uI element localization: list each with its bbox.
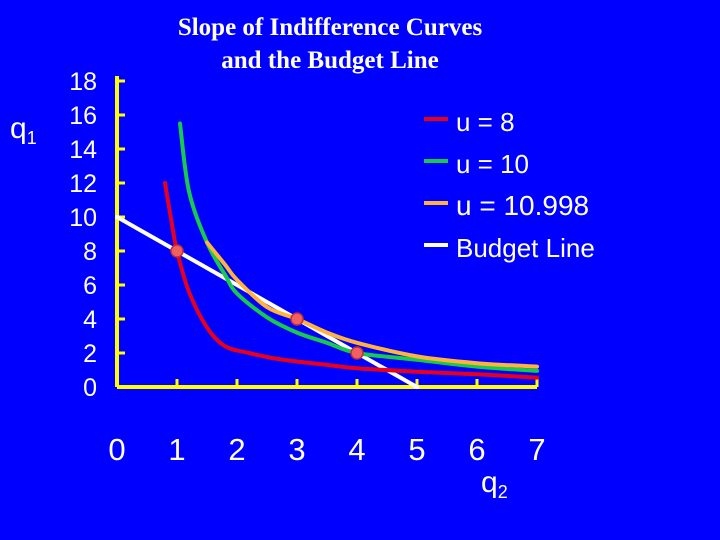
tangency-point <box>290 312 304 326</box>
chart-title-line-2: and the Budget Line <box>221 46 439 74</box>
legend-label: u = 10.998 <box>456 190 589 221</box>
x-tick-label: 6 <box>468 432 485 467</box>
y-axis-label-main: q <box>10 112 27 145</box>
tangency-point <box>170 244 184 258</box>
x-tick-label: 1 <box>168 432 185 467</box>
legend-label: u = 10 <box>456 149 529 179</box>
x-tick-label: 7 <box>528 432 545 467</box>
y-tick-label: 14 <box>69 136 97 164</box>
y-tick-label: 10 <box>69 204 97 232</box>
chart-title-line-1: Slope of Indifference Curves <box>177 14 483 41</box>
chart-title: Slope of Indifference Curves and the Bud… <box>110 12 550 77</box>
x-tick-label: 4 <box>348 432 365 467</box>
x-tick-label: 5 <box>408 432 425 467</box>
x-tick-label: 0 <box>108 432 125 467</box>
legend-label: u = 8 <box>456 107 515 137</box>
y-axis-label: q1 <box>10 112 37 148</box>
y-tick-label: 4 <box>83 306 97 334</box>
axis-labels: q1 q2 <box>10 112 508 502</box>
y-tick-label: 12 <box>69 170 97 198</box>
y-tick-label: 0 <box>83 374 97 402</box>
y-tick-label: 8 <box>83 238 97 266</box>
y-tick-label: 16 <box>69 102 97 130</box>
y-tick-label: 6 <box>83 272 97 300</box>
legend-label: Budget Line <box>456 233 595 263</box>
x-tick-label: 3 <box>288 432 305 467</box>
y-tick-label: 2 <box>83 340 97 368</box>
y-axis-label-sub: 1 <box>27 128 37 148</box>
x-tick-label: 2 <box>228 432 245 467</box>
x-axis-label: q2 <box>481 466 508 502</box>
tangency-markers <box>170 244 364 360</box>
x-axis-label-sub: 2 <box>498 482 508 502</box>
tangency-point <box>350 346 364 360</box>
series-line <box>205 240 539 369</box>
x-axis-label-main: q <box>481 466 498 499</box>
legend: u = 8 u = 10 u = 10.998 Budget Line <box>424 107 595 263</box>
series-line <box>115 215 419 389</box>
y-tick-label: 18 <box>69 68 97 96</box>
series-line <box>178 121 539 373</box>
